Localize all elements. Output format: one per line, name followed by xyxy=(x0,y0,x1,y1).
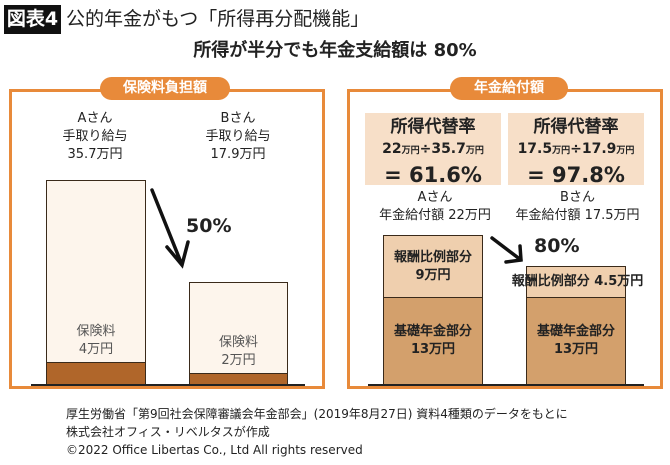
result: = 61.6% xyxy=(384,163,482,187)
value: 4万円 xyxy=(78,342,114,357)
result: = 97.8% xyxy=(527,163,625,187)
baseline xyxy=(31,384,305,386)
formula: 17.5万円÷17.9万円 xyxy=(508,138,644,162)
person-b-benefit: Bさん 年金給付額 17.5万円 xyxy=(500,189,655,225)
salary-bar-b xyxy=(189,282,288,385)
premium-bar-a xyxy=(46,362,146,385)
person-a-salary: Aさん 手取り給与 35.7万円 xyxy=(45,110,145,164)
premium-b-label: 保険料 2万円 xyxy=(189,334,288,370)
box-title: 所得代替率 xyxy=(390,117,476,137)
premium-ratio: 50% xyxy=(186,215,232,237)
numerator: 22 xyxy=(382,141,402,157)
name: Bさん xyxy=(560,190,595,205)
value: 2万円 xyxy=(221,353,256,368)
salary: 35.7万円 xyxy=(67,147,123,162)
formula: 22万円÷35.7万円 xyxy=(365,138,501,162)
numerator: 17.5 xyxy=(517,141,553,157)
caption: 手取り給与 xyxy=(205,129,271,144)
benefit-ratio: 80% xyxy=(534,235,580,257)
unit: 万円 xyxy=(552,146,571,156)
author-note: 株式会社オフィス・リベルタスが作成 xyxy=(66,425,270,439)
salary: 17.9万円 xyxy=(210,147,266,162)
replacement-rate-b: 所得代替率 17.5万円÷17.9万円 = 97.8% xyxy=(508,113,644,187)
person-b-salary: Bさん 手取り給与 17.9万円 xyxy=(188,110,288,164)
name: Bさん xyxy=(220,111,256,126)
label: 保険料 xyxy=(218,335,258,350)
divide-sign: ÷ xyxy=(419,141,432,157)
benefit: 年金給付額 17.5万円 xyxy=(515,208,640,223)
copyright: ©2022 Office Libertas Co., Ltd All right… xyxy=(66,443,363,457)
premium-a-label: 保険料 4万円 xyxy=(46,323,146,359)
name: Aさん xyxy=(417,190,453,205)
unit: 万円 xyxy=(616,146,635,156)
name: Aさん xyxy=(77,111,113,126)
source-note: 厚生労働省「第9回社会保障審議会年金部会」(2019年8月27日) 資料4種類の… xyxy=(66,407,568,421)
earnings-b-label: 報酬比例部分 4.5万円 xyxy=(511,274,644,289)
down-arrow-icon xyxy=(150,188,190,269)
value: 13万円 xyxy=(410,342,456,357)
footer: 厚生労働省「第9回社会保障審議会年金部会」(2019年8月27日) 資料4種類の… xyxy=(66,405,568,459)
label: 基礎年金部分 xyxy=(393,324,472,339)
label: 基礎年金部分 xyxy=(536,324,615,339)
caption: 手取り給与 xyxy=(62,129,128,144)
basic-bar-a: 基礎年金部分 13万円 xyxy=(383,297,483,385)
baseline xyxy=(368,384,644,386)
benefit-panel-label: 年金給付額 xyxy=(450,77,568,100)
label: 保険料 xyxy=(76,324,116,339)
premium-panel-label: 保険料負担額 xyxy=(100,77,230,100)
value: 9万円 xyxy=(415,267,451,283)
denominator: 17.9 xyxy=(581,141,617,157)
unit: 万円 xyxy=(465,146,484,156)
unit: 万円 xyxy=(401,146,420,156)
label: 報酬比例部分 xyxy=(393,249,472,265)
earnings-bar-a: 報酬比例部分 9万円 xyxy=(383,235,483,298)
down-arrow-icon xyxy=(490,236,523,264)
basic-bar-b: 基礎年金部分 13万円 xyxy=(526,297,626,385)
subtitle: 所得が半分でも年金支給額は 80% xyxy=(193,40,477,61)
page-title: 公的年金がもつ「所得再分配機能」 xyxy=(66,8,370,30)
figure-badge: 図表4 xyxy=(4,5,61,34)
replacement-rate-a: 所得代替率 22万円÷35.7万円 = 61.6% xyxy=(365,113,501,187)
box-title: 所得代替率 xyxy=(533,117,619,137)
value: 13万円 xyxy=(553,342,599,357)
person-a-benefit: Aさん 年金給付額 22万円 xyxy=(360,189,510,225)
denominator: 35.7 xyxy=(431,141,466,157)
divide-sign: ÷ xyxy=(570,141,582,157)
benefit: 年金給付額 22万円 xyxy=(379,208,491,223)
